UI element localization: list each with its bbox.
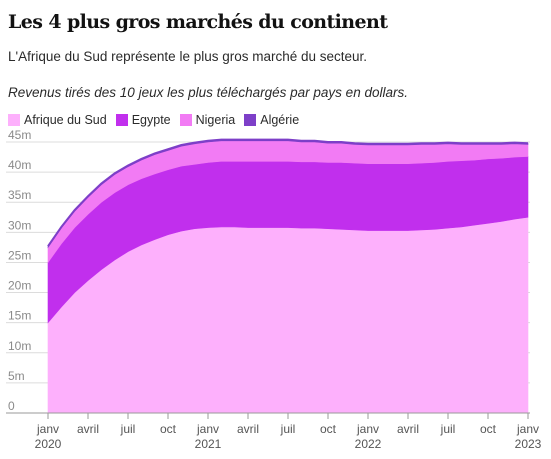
legend-label: Egypte bbox=[131, 113, 171, 127]
x-tick-label: janv bbox=[516, 422, 539, 436]
legend-swatch bbox=[8, 114, 20, 126]
x-year-label: 2021 bbox=[195, 437, 222, 451]
x-year-label: 2023 bbox=[515, 437, 542, 451]
legend-label: Afrique du Sud bbox=[24, 113, 107, 127]
x-tick-label: oct bbox=[160, 422, 177, 436]
y-tick-label: 5m bbox=[8, 369, 25, 383]
y-tick-label: 45m bbox=[8, 128, 31, 142]
areas bbox=[47, 138, 529, 414]
x-year-label: 2020 bbox=[35, 437, 62, 451]
legend: Afrique du Sud Egypte Nigeria Algérie bbox=[8, 112, 308, 128]
y-tick-label: 20m bbox=[8, 279, 31, 293]
legend-label: Nigeria bbox=[195, 113, 236, 127]
x-tick-label: avril bbox=[77, 422, 99, 436]
legend-item: Egypte bbox=[115, 113, 171, 127]
x-tick-label: avril bbox=[237, 422, 259, 436]
y-tick-label: 35m bbox=[8, 188, 31, 202]
x-tick-label: avril bbox=[397, 422, 419, 436]
x-tick-label: juil bbox=[280, 422, 296, 436]
y-tick-label: 15m bbox=[8, 309, 31, 323]
x-tick-label: oct bbox=[480, 422, 497, 436]
x-year-label: 2022 bbox=[355, 437, 382, 451]
legend-swatch bbox=[244, 114, 257, 126]
legend-item: Afrique du Sud bbox=[8, 113, 107, 127]
chart-description: Revenus tirés des 10 jeux les plus téléc… bbox=[8, 85, 408, 100]
legend-swatch bbox=[179, 114, 192, 126]
y-tick-label: 25m bbox=[8, 248, 31, 262]
legend-label: Algérie bbox=[260, 113, 300, 127]
x-tick-label: janv bbox=[36, 422, 59, 436]
x-tick-label: juil bbox=[120, 422, 136, 436]
legend-item: Algérie bbox=[244, 113, 299, 127]
total-outline bbox=[47, 138, 529, 247]
legend-swatch bbox=[115, 114, 128, 126]
chart-subtitle: L'Afrique du Sud représente le plus gros… bbox=[8, 49, 368, 64]
x-tick-label: juil bbox=[440, 422, 456, 436]
y-tick-label: 10m bbox=[8, 339, 31, 353]
y-tick-label: 30m bbox=[8, 218, 31, 232]
y-tick-label: 0 bbox=[8, 399, 15, 413]
chart-title: Les 4 plus gros marchés du continent bbox=[8, 11, 388, 33]
y-tick-label: 40m bbox=[8, 158, 31, 172]
x-tick-label: janv bbox=[356, 422, 379, 436]
x-tick-label: oct bbox=[320, 422, 337, 436]
y-tick-labels: 0 5m 10m 15m 20m 25m 30m 35m 40m 45m bbox=[8, 128, 31, 413]
x-tick-label: janv bbox=[196, 422, 219, 436]
legend-item: Nigeria bbox=[179, 113, 236, 127]
